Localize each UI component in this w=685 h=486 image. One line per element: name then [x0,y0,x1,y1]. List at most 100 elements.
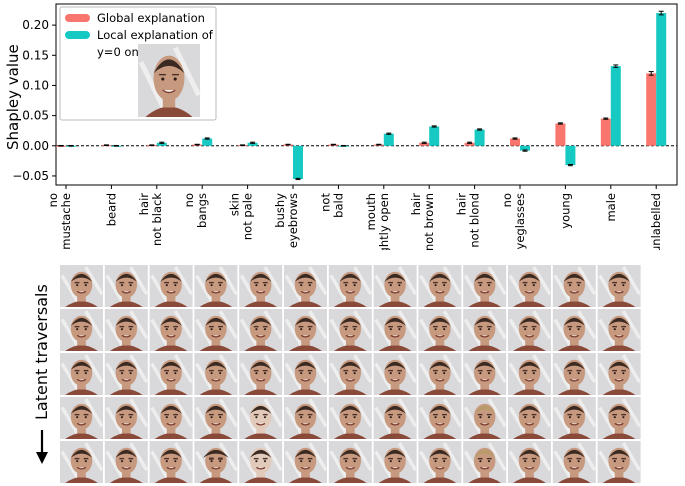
face-hair [608,273,630,282]
face-shoulders [244,389,278,395]
face-shoulders [602,301,636,307]
face-hair [384,317,406,326]
face-thumbnail [508,309,552,351]
face-eye [434,284,437,287]
face-shoulders [557,477,591,483]
face-hair [339,273,362,282]
face-background-stripes [598,354,642,394]
x-tick-label: skin [228,193,242,216]
face-shoulders [199,433,233,439]
face-eye [129,284,132,287]
face-shoulders [513,477,546,483]
face-background-stripes [508,442,552,482]
face-thumbnail [373,309,418,351]
face-hair [429,317,451,326]
face-thumbnail [508,265,552,307]
face-thumbnail [239,309,283,351]
face-eye [479,416,482,419]
face-hair [429,405,451,414]
face-hair [294,361,317,370]
face-eye [210,328,213,331]
face-mouth [121,334,131,338]
face-shoulders [65,477,98,483]
face-shoulders [109,477,143,483]
face-hair [518,405,541,414]
face-thumbnail [60,397,104,439]
face-eye [165,284,168,287]
x-tick-label: eyeglasses [513,193,527,250]
x-tick-label: bald [331,193,345,218]
face-thumbnail [328,265,373,307]
face-eye [255,416,258,419]
x-tick-label: male [604,193,618,222]
face-eye [389,460,392,463]
face-hair [115,405,138,414]
face-shoulders [468,389,502,395]
face-thumbnail [552,265,597,307]
face-thumbnail [239,265,283,307]
face-background-stripes [195,266,239,306]
face-eye [524,284,527,287]
face-eye [613,328,616,331]
face-background-stripes [195,442,239,482]
face-background-stripes [598,442,642,482]
face-hair [384,361,406,370]
face-thumbnail [284,353,328,395]
face-background-stripes [60,398,104,438]
local-bar [156,142,167,146]
face-shoulders [602,477,636,483]
face-shoulders [602,389,636,395]
face-eye [129,328,132,331]
face-shoulders [65,345,98,351]
local-bar [202,138,213,146]
face-thumbnail [463,397,507,439]
face-background-stripes [598,266,642,306]
face-mouth [569,290,579,294]
face-thumbnail [149,441,194,483]
face-background-stripes [150,442,194,482]
face-shoulders [423,389,457,395]
face-eye [577,328,580,331]
face-hair [384,449,406,458]
face-background-stripes [239,310,283,350]
face-background-stripes [60,266,104,306]
face-background-stripes [508,266,552,306]
x-tick-label: no [182,193,196,207]
face-shoulders [289,433,322,439]
face-eye [613,372,616,375]
face-eye [568,328,572,331]
face-shoulders [333,345,367,351]
face-eye [76,284,79,287]
down-arrow-icon [36,430,48,464]
face-thumbnail [597,265,642,307]
face-mouth [256,334,266,338]
x-tick-label: bushy [273,193,287,228]
face-shoulders [154,301,188,307]
face-background-stripes [284,310,328,350]
face-eye [300,284,303,287]
face-shoulders [289,477,322,483]
face-mouth [435,334,445,338]
face-mouth [211,422,221,426]
x-tick-label: unlabelled [649,193,663,250]
face-thumbnail [194,353,239,395]
face-shoulders [333,301,367,307]
face-mouth [162,89,176,94]
face-eye [398,372,401,375]
face-thumbnail [60,441,104,483]
face-mouth [480,378,490,382]
face-background-stripes [463,442,507,482]
face-eye [210,416,213,419]
face-eye [173,77,177,81]
face-eye [174,372,177,375]
face-eye [524,328,527,331]
face-hair [339,405,362,414]
face-background-stripes [105,354,149,394]
face-eye [344,416,348,419]
face-shoulders [378,301,412,307]
face-shoulders [109,433,143,439]
face-eye [308,460,311,463]
face-background-stripes [150,266,194,306]
face-thumbnail [597,441,642,483]
x-tick-label: beard [104,193,118,226]
